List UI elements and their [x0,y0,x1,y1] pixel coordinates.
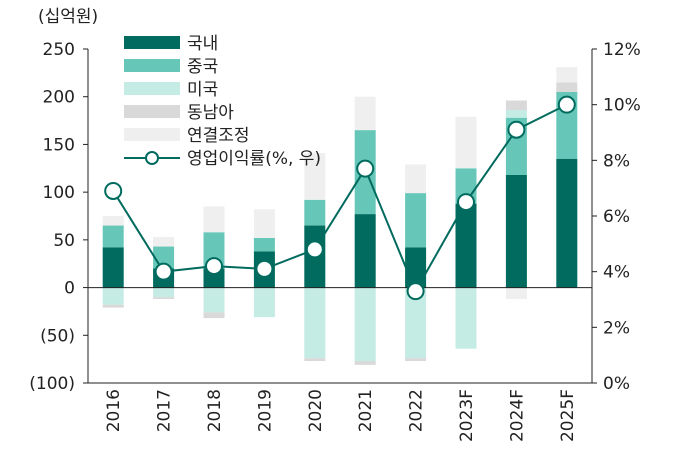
bar-segment [354,96,376,131]
y-left-tick-label: 200 [43,88,75,108]
bar-segment [153,287,175,298]
margin-point [557,95,576,114]
bar-segment [505,100,527,111]
margin-point [255,259,274,278]
x-tick-label: 2020 [306,389,326,432]
x-tick-label: 2024F [507,389,527,442]
x-tick-label: 2023F [457,389,477,442]
margin-point [457,193,475,212]
legend-swatch [124,59,180,72]
bar-segment [556,158,578,288]
bar-segment [253,209,275,238]
bar-segment [505,287,527,300]
bar-segment [304,358,326,362]
y-right-tick-label: 6% [603,207,630,227]
y-right-tick-label: 12% [603,40,641,60]
y-right-axis: 0% 2% 4% 6% 8% 10% 12% [592,40,641,394]
y-left-unit-label: (십억원) [38,7,98,27]
bar-segment [405,193,427,248]
bar-segment [405,358,427,362]
bar-segment [253,287,275,318]
x-tick-label: 2019 [255,389,275,432]
legend-label: 연결조정 [187,126,250,146]
margin-point [205,257,223,276]
margin-point [406,282,425,301]
bar-segment [556,67,578,83]
y-left-axis: (100) (50) 0 50 100 150 200 250 [29,40,88,394]
x-tick-label: 2021 [356,389,376,432]
legend-swatch [124,128,180,141]
bar-segment [405,287,427,359]
bar-segment [354,361,376,365]
bar-segment [203,312,225,319]
bar-segment [505,110,527,118]
margin-point [305,240,324,259]
bar-segment [455,116,477,169]
legend-swatch [124,105,180,118]
bar-segment [405,164,427,194]
margin-point [507,120,526,139]
bar-segment [153,297,175,300]
x-tick-label: 2016 [104,389,124,432]
margin-point [154,262,173,281]
margin-line-series [104,95,576,301]
bar-segment [153,236,175,247]
y-left-tick-label: (100) [29,374,75,394]
y-left-tick-label: 150 [43,135,75,155]
margin-line [112,103,568,294]
bar-segment [102,247,124,288]
bar-segment [304,153,326,200]
bar-segment [203,206,225,233]
bar-segment [253,237,275,252]
legend-label: 중국 [187,57,218,77]
bar-segment [102,225,124,248]
margin-point [104,181,123,200]
y-left-tick-label: (50) [40,326,75,346]
bar-segment [304,287,326,359]
legend-swatch [124,82,180,95]
bar-segment [455,287,477,349]
y-left-tick-label: 250 [43,40,75,60]
bar-segment [455,203,477,288]
y-left-tick-label: 50 [53,231,75,251]
bar-segment [354,214,376,288]
x-tick-label: 2017 [155,389,175,432]
legend-label: 동남아 [187,103,234,123]
y-right-tick-label: 2% [603,318,630,338]
bar-segment [505,174,527,288]
y-left-tick-label: 100 [43,183,75,203]
y-right-tick-label: 0% [603,374,630,394]
bar-segment [354,287,376,362]
x-tick-label: 2022 [407,389,427,432]
bar-segment [556,82,578,92]
bar-segment [102,287,124,305]
legend-label: 영업이익률(%, 우) [187,149,321,169]
bar-segment [102,216,124,226]
legend-marker [145,151,159,165]
y-right-tick-label: 8% [603,151,630,171]
legend-label: 미국 [187,80,218,100]
x-tick-label: 2025F [558,389,578,442]
bar-segment [405,247,427,288]
y-right-tick-label: 4% [603,263,630,283]
x-axis-labels: 2016 2017 2018 2019 2020 2021 2022 2023F 2024F 20… [104,389,578,442]
y-right-tick-label: 10% [603,96,641,116]
bar-segment [102,304,124,308]
bar-segment [304,199,326,226]
margin-point [356,159,375,178]
y-left-tick-label: 0 [64,279,75,299]
legend-swatch [124,36,180,49]
bar-segment [203,287,225,313]
legend-label: 국내 [187,34,218,54]
x-tick-label: 2018 [205,389,225,432]
